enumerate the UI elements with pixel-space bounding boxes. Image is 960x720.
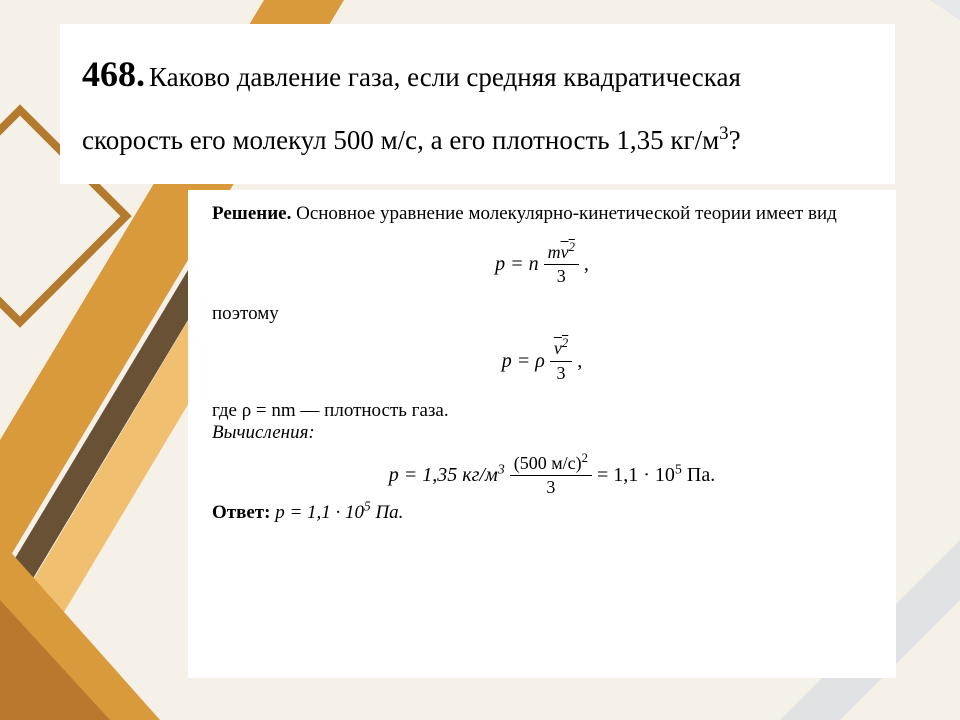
eq3-prefix: p = 1,35 кг/м3 <box>389 464 505 487</box>
solution-intro: Решение. Основное уравнение молекулярно-… <box>212 200 872 229</box>
eq1-comma: , <box>584 253 589 276</box>
eq3-rhs: = 1,1 · 105 Па. <box>597 464 715 487</box>
equation-1: p = n mv2 3 , <box>212 243 872 288</box>
answer-body: p = 1,1 · 105 Па. <box>270 502 403 523</box>
equation-3: p = 1,35 кг/м3 (500 м/с)2 3 = 1,1 · 105 … <box>232 454 872 499</box>
problem-sup: 3 <box>719 123 728 144</box>
eq1-prefix: p = n <box>495 253 539 276</box>
problem-text-line2: скорость его молекул 500 м/с, а его плот… <box>82 125 719 155</box>
eq2-prefix: p = ρ <box>502 350 545 373</box>
calc-label: Вычисления: <box>212 422 872 444</box>
solution-follow: поэтому <box>212 303 872 325</box>
eq1-m: m <box>548 242 561 262</box>
answer-label: Ответ: <box>212 502 270 523</box>
solution-where: где ρ = nm — плотность газа. <box>212 400 872 422</box>
problem-card: 468. Каково давление газа, если средняя … <box>60 24 895 184</box>
solution-label: Решение. <box>212 203 291 224</box>
equation-2: p = ρ v2 3 , <box>212 339 872 384</box>
eq2-vbar: v2 <box>554 336 568 358</box>
eq2-den: 3 <box>550 362 572 384</box>
solution-intro-text: Основное уравнение молекулярно-кинетичес… <box>291 203 836 224</box>
solution-card: Решение. Основное уравнение молекулярно-… <box>188 190 896 678</box>
eq2-comma: , <box>577 350 582 373</box>
problem-qmark: ? <box>729 125 741 155</box>
problem-number: 468. <box>82 54 145 94</box>
eq1-den: 3 <box>544 265 579 287</box>
answer-line: Ответ: p = 1,1 · 105 Па. <box>212 502 872 524</box>
eq1-vbar: v2 <box>561 240 575 262</box>
eq1-fraction: mv2 3 <box>544 243 579 288</box>
eq2-fraction: v2 3 <box>550 339 572 384</box>
eq3-fraction: (500 м/с)2 3 <box>510 454 592 499</box>
problem-text-line1: Каково давление газа, если средняя квадр… <box>149 62 741 92</box>
eq3-den: 3 <box>510 476 592 498</box>
